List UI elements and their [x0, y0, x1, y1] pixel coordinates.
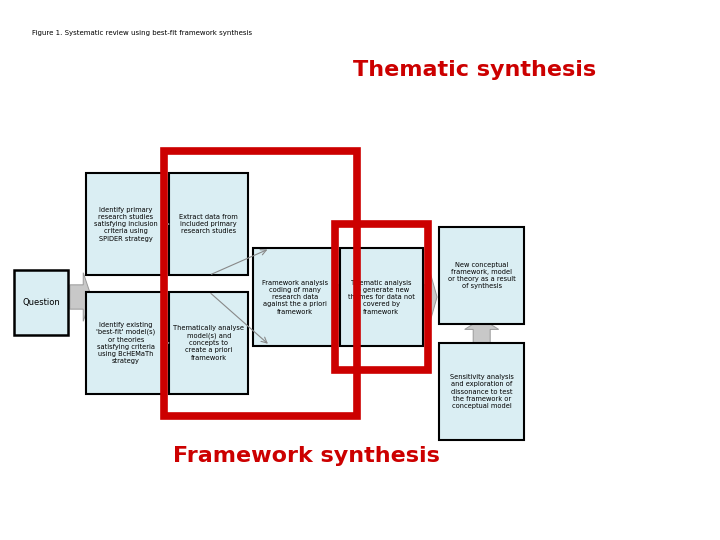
- Bar: [439, 227, 524, 324]
- Polygon shape: [333, 273, 354, 321]
- Polygon shape: [70, 273, 91, 321]
- Text: Sensitivity analysis
and exploration of
dissonance to test
the framework or
conc: Sensitivity analysis and exploration of …: [450, 374, 513, 409]
- Text: Thematic analysis
to generate new
themes for data not
covered by
framework: Thematic analysis to generate new themes…: [348, 280, 415, 314]
- Text: Figure 1. Systematic review using best-fit framework synthesis: Figure 1. Systematic review using best-f…: [32, 30, 253, 36]
- Text: Identify primary
research studies
satisfying inclusion
criteria using
SPIDER str: Identify primary research studies satisf…: [94, 207, 158, 241]
- Bar: [86, 292, 166, 394]
- Text: Framework synthesis: Framework synthesis: [173, 446, 440, 467]
- Text: Extract data from
included primary
research studies: Extract data from included primary resea…: [179, 214, 238, 234]
- Bar: [340, 248, 423, 346]
- Text: Thematically analyse
model(s) and
concepts to
create a priori
framework: Thematically analyse model(s) and concep…: [174, 325, 244, 361]
- Text: Thematic synthesis: Thematic synthesis: [353, 60, 596, 80]
- Bar: [335, 224, 428, 370]
- Text: New conceptual
framework, model
or theory as a result
of synthesis: New conceptual framework, model or theor…: [448, 261, 516, 289]
- Bar: [164, 151, 357, 416]
- Polygon shape: [464, 319, 499, 346]
- Bar: [86, 173, 166, 275]
- Bar: [14, 270, 68, 335]
- Bar: [169, 292, 248, 394]
- Text: Framework analysis
coding of many
research data
against the a priori
framework: Framework analysis coding of many resear…: [262, 280, 328, 314]
- Text: Question: Question: [22, 298, 60, 307]
- Bar: [253, 248, 336, 346]
- Bar: [169, 173, 248, 275]
- Text: Identify existing
'best-fit' model(s)
or theories
satisfying criteria
using BcHE: Identify existing 'best-fit' model(s) or…: [96, 321, 156, 365]
- Polygon shape: [419, 273, 437, 321]
- Bar: [439, 343, 524, 440]
